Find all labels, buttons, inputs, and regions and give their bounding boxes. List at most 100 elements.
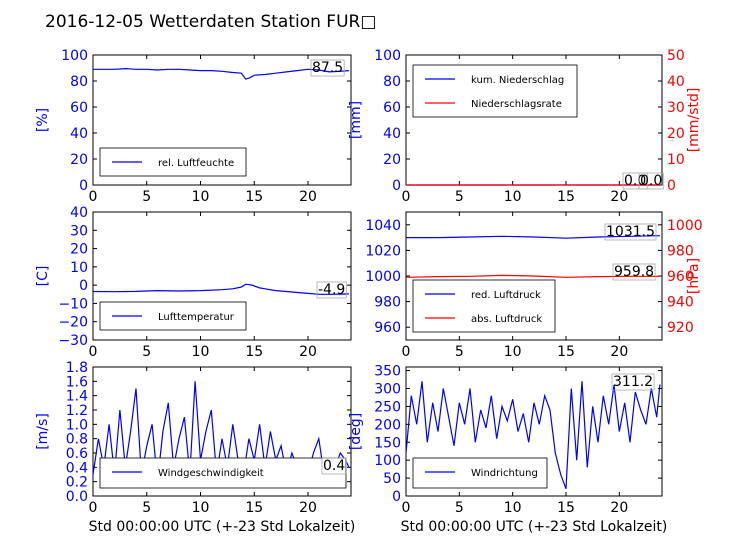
y-axis-label-right: [hPa]	[686, 258, 702, 294]
legend-label: abs. Luftdruck	[471, 314, 542, 325]
panel-rain: 0 5 10 15 20 0 20 40 60 80 100 0 10 20 30 40 50 [mm] [mm/s…	[348, 48, 702, 205]
y-tick-label-right: 1000	[667, 218, 703, 234]
y-tick-label: 980	[374, 295, 401, 311]
x-axis-label: Std 00:00:00 UTC (+-23 Std Lokalzeit)	[401, 519, 668, 535]
y-tick-label: 0	[392, 178, 401, 194]
x-tick-label: 10	[192, 344, 210, 360]
panel-temperature: 0 5 10 15 20 −30 −20 −10 0 10 20 30 40 [C] Lufttempera…	[35, 205, 352, 360]
series-line-temperature-0	[92, 283, 349, 295]
legend: Windgeschwindigkeit	[99, 457, 347, 489]
y-axis-label: [deg]	[348, 413, 364, 450]
x-tick-label: 0	[402, 500, 411, 516]
y-tick-label-right: 10	[667, 152, 685, 168]
y-tick-label: 100	[374, 453, 401, 469]
current-value-label: -4.9	[318, 282, 345, 298]
legend: Windrichtung	[412, 457, 548, 489]
current-value-label: 959.8	[614, 264, 654, 280]
y-tick-label: 0	[79, 178, 88, 194]
x-axis-label: Std 00:00:00 UTC (+-23 Std Lokalzeit)	[89, 519, 356, 535]
y-axis-label: [m/s]	[35, 413, 51, 450]
x-tick-label: 0	[89, 189, 98, 205]
x-tick-label: 20	[299, 500, 317, 516]
x-tick-label: 20	[610, 344, 628, 360]
x-tick-label: 20	[299, 344, 317, 360]
x-tick-label: 15	[557, 189, 575, 205]
x-tick-label: 15	[245, 500, 263, 516]
y-tick-label-right: 940	[667, 295, 694, 311]
legend-label: Lufttemperatur	[158, 312, 235, 323]
x-tick-label: 0	[402, 189, 411, 205]
y-tick-label: 1020	[365, 243, 401, 259]
y-tick-label-right: 20	[667, 126, 685, 142]
y-tick-label: −20	[58, 315, 88, 331]
series-line-pressure-1	[405, 274, 660, 278]
y-tick-label-right: 980	[667, 243, 694, 259]
y-tick-label: 100	[374, 48, 401, 64]
y-tick-label: 1000	[365, 269, 401, 285]
y-tick-label: 100	[61, 48, 88, 64]
y-tick-label: 1.2	[66, 403, 88, 419]
y-tick-label: 30	[70, 223, 88, 239]
y-axis-label-right: [mm/std]	[686, 88, 702, 153]
legend-label: Windrichtung	[471, 468, 538, 479]
y-tick-label: −10	[58, 296, 88, 312]
legend-label: kum. Niederschlag	[471, 75, 564, 86]
x-tick-label: 5	[455, 500, 464, 516]
panel-pressure: 0 5 10 15 20 960 980 1000 1020 1040 920 940 960 980 10…	[365, 211, 703, 360]
y-axis-label: [mm]	[348, 101, 364, 139]
current-value-label: 0.0	[640, 173, 662, 189]
current-value-box	[321, 457, 347, 475]
current-value-label: 1031.5	[606, 224, 655, 240]
y-tick-label: 20	[383, 152, 401, 168]
legend-box	[99, 147, 247, 177]
x-tick-label: 10	[504, 500, 522, 516]
y-tick-label-right: 920	[667, 320, 694, 336]
figure-title: 2016-12-05 Wetterdaten Station FUR□	[45, 12, 376, 32]
y-tick-label: 0.6	[66, 446, 88, 462]
y-tick-label: 0.4	[66, 460, 88, 476]
x-tick-label: 0	[89, 344, 98, 360]
x-tick-label: 10	[192, 189, 210, 205]
y-tick-label: 60	[383, 100, 401, 116]
y-tick-label: 40	[70, 205, 88, 221]
y-tick-label: 80	[383, 74, 401, 90]
current-value-box	[622, 172, 648, 190]
panel-wind_speed: 0 5 10 15 200.00.20.40.60.81.01.21.41.61.8[m…	[35, 360, 355, 535]
y-tick-label: 1040	[365, 218, 401, 234]
series-line-wind_direction-0	[405, 381, 661, 490]
y-tick-label: 960	[374, 320, 401, 336]
x-tick-label: 20	[610, 189, 628, 205]
current-value-box	[611, 373, 655, 391]
current-value-label: 311.2	[613, 374, 653, 390]
x-tick-label: 15	[557, 344, 575, 360]
y-tick-label: 200	[374, 417, 401, 433]
legend-box	[412, 64, 578, 118]
y-tick-label: 0	[392, 489, 401, 505]
current-value-label: 0.4	[323, 458, 345, 474]
y-tick-label: 0.8	[66, 432, 88, 448]
x-tick-label: 15	[245, 344, 263, 360]
y-tick-label: 80	[70, 74, 88, 90]
legend-label: rel. Luftfeuchte	[158, 158, 234, 169]
y-tick-label: 50	[383, 471, 401, 487]
legend-box	[99, 457, 347, 489]
y-axis-label: [C]	[35, 266, 51, 287]
y-tick-label: 40	[70, 126, 88, 142]
legend-box	[412, 279, 556, 333]
series-line-pressure-0	[406, 235, 660, 239]
x-tick-label: 20	[299, 189, 317, 205]
y-tick-label-right: 0	[667, 178, 676, 194]
legend-label: Niederschlagsrate	[471, 99, 562, 110]
current-value-box	[638, 172, 664, 190]
x-tick-label: 15	[557, 500, 575, 516]
y-tick-label: 1.6	[66, 374, 88, 390]
y-tick-label-right: 960	[667, 269, 694, 285]
panel-humidity: 0 5 10 15 20 0 20 40 60 80 100 [%] rel. Luftfeuchte 8…	[35, 48, 352, 205]
x-tick-label: 0	[89, 500, 98, 516]
y-tick-label: 300	[374, 382, 401, 398]
legend: rel. Luftfeuchte	[99, 147, 247, 177]
x-tick-label: 20	[610, 500, 628, 516]
